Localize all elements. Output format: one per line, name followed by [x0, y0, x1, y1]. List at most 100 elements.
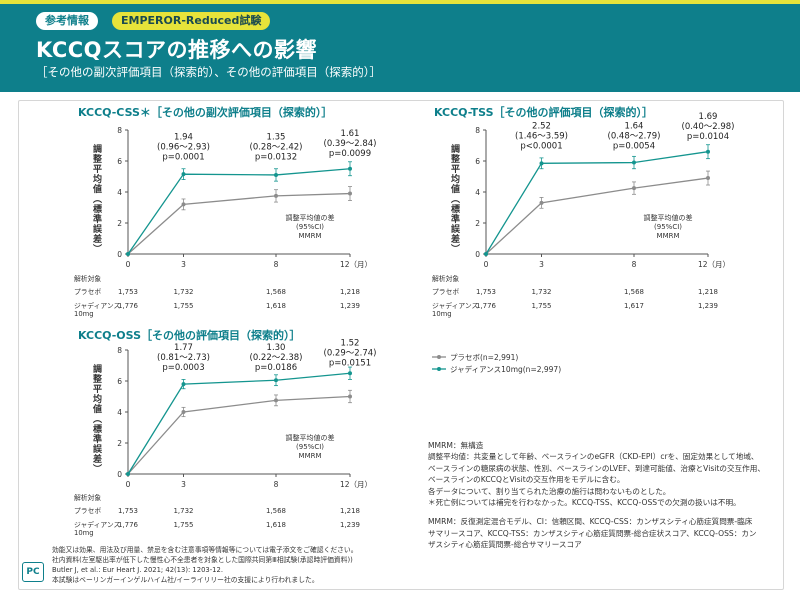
y-tick-label: 6 [475, 157, 480, 166]
method-note: MMRM [299, 232, 322, 240]
footer-notes: 効能又は効果、用法及び用量、禁忌を含む注意事項等情報等については電子添文をご確認… [52, 546, 432, 585]
n-value: 1,755 [173, 302, 193, 310]
difference-annotation: p=0.0054 [613, 141, 655, 151]
jardiance-point [126, 252, 130, 256]
difference-annotation: p=0.0186 [255, 363, 297, 373]
n-value: 1,755 [173, 521, 193, 529]
difference-annotation: (0.40～2.98) [682, 122, 735, 132]
footer-line: 効能又は効果、用法及び用量、禁忌を含む注意事項等情報等については電子添文をご確認… [52, 546, 358, 554]
jardiance-point [632, 160, 636, 165]
x-tick-label: 12（月） [340, 480, 372, 489]
n-row-label: 10mg [74, 529, 94, 537]
x-tick-label: 8 [632, 260, 637, 269]
x-tick-label: 0 [126, 260, 131, 269]
n-value: 1,568 [624, 288, 644, 296]
n-value: 1,218 [340, 507, 360, 515]
jardiance-line [485, 151, 709, 255]
analysis-label: 解析対象 [74, 274, 101, 283]
n-value: 1,776 [118, 302, 139, 310]
difference-annotation: (1.46～3.59) [515, 131, 568, 141]
n-row-label: プラセボ [74, 507, 101, 515]
trial-name-badge: EMPEROR-Reduced試験 [112, 12, 271, 30]
y-tick-label: 6 [117, 157, 122, 166]
x-tick-label: 0 [484, 260, 489, 269]
difference-annotation: p=0.0104 [687, 132, 729, 142]
y-tick-label: 4 [117, 188, 122, 197]
n-value: 1,218 [340, 288, 360, 296]
y-tick-label: 2 [117, 439, 122, 448]
page-subtitle: ［その他の副次評価項目（探索的）、その他の評価項目（探索的）］ [36, 65, 381, 79]
analysis-label: 解析対象 [74, 493, 101, 502]
n-value: 1,239 [698, 302, 718, 310]
y-tick-label: 0 [117, 250, 122, 259]
difference-annotation: 2.52 [532, 121, 551, 131]
difference-annotation: 1.64 [625, 121, 644, 131]
y-tick-label: 4 [117, 408, 122, 417]
content-panel [18, 100, 784, 590]
n-value: 1,732 [531, 288, 551, 296]
abbreviation-line: ザスシティ心筋症質問票-総合サマリースコア [428, 540, 582, 550]
difference-annotation: (0.22～2.38) [250, 353, 303, 363]
difference-annotation: 1.94 [174, 132, 193, 142]
pc-logo: PC [22, 562, 44, 582]
difference-annotation: 1.61 [341, 129, 360, 139]
chart-title: KCCQ-CSS＊［その他の副次評価項目（探索的）］ [78, 105, 332, 119]
n-value: 1,568 [266, 288, 286, 296]
header-accent-line [0, 0, 800, 4]
abbreviation-line: サマリースコア、KCCQ-TSS：カンザスシティ心筋症質問票-総合症状スコア、K… [428, 528, 757, 538]
x-tick-label: 3 [181, 260, 186, 269]
page-title: KCCQスコアの推移への影響 [36, 38, 318, 62]
jardiance-point [539, 161, 544, 166]
x-tick-label: 8 [274, 260, 279, 269]
note-line: ＊死亡例については補完を行わなかった。KCCQ-TSS、KCCQ-OSSでの欠測… [428, 497, 741, 507]
note-line: 調整平均値：共変量として年齢、ベースラインのeGFR（CKD-EPI）crを、固… [428, 452, 759, 462]
jardiance-point [181, 382, 186, 387]
n-value: 1,753 [476, 288, 496, 296]
jardiance-point [348, 371, 352, 376]
n-value: 1,617 [624, 302, 644, 310]
y-tick-label: 8 [117, 346, 122, 355]
difference-annotation: p=0.0151 [329, 358, 371, 368]
reference-info-badge: 参考情報 [36, 12, 98, 30]
method-note: (95%CI) [296, 223, 324, 231]
chart-title: KCCQ-TSS［その他の評価項目（探索的）］ [434, 105, 653, 119]
note-line: ベースラインの糖尿病の状態、性別、ベースラインのLVEF、到達可能値、治療とVi… [428, 463, 765, 473]
analysis-label: 解析対象 [432, 274, 459, 283]
method-note: MMRM [299, 452, 322, 460]
placebo-point [181, 202, 186, 207]
difference-annotation: 1.77 [174, 343, 193, 353]
difference-annotation: 1.35 [267, 132, 286, 142]
legend-placebo-label: プラセボ(n=2,991) [450, 353, 518, 362]
placebo-point [539, 200, 544, 205]
x-tick-label: 3 [539, 260, 544, 269]
y-tick-label: 2 [117, 219, 122, 228]
y-axis-label: 調整平均値（標準誤差） [91, 363, 103, 474]
method-note: 調整平均値の差 [286, 433, 335, 442]
jardiance-point [274, 172, 278, 177]
n-row-label: 10mg [74, 310, 94, 318]
n-value: 1,239 [340, 521, 360, 529]
y-tick-label: 0 [475, 250, 480, 259]
difference-annotation: (0.96～2.93) [157, 142, 210, 152]
n-value: 1,755 [531, 302, 551, 310]
y-tick-label: 8 [475, 126, 480, 135]
difference-annotation: 1.30 [267, 343, 286, 353]
difference-annotation: 1.52 [341, 338, 360, 348]
jardiance-point [484, 252, 488, 256]
placebo-point [706, 176, 710, 181]
x-tick-label: 3 [181, 480, 186, 489]
chart-title: KCCQ-OSS［その他の評価項目（探索的）］ [78, 328, 301, 342]
n-value: 1,776 [118, 521, 139, 529]
difference-annotation: (0.39～2.84) [324, 139, 377, 149]
legend-jardiance-label: ジャディアンス10mg(n=2,997) [450, 364, 561, 374]
y-tick-label: 0 [117, 470, 122, 479]
n-value: 1,618 [266, 302, 286, 310]
method-note: (95%CI) [654, 223, 682, 231]
footer-line: 社内資料(左室駆出率が低下した慢性心不全患者を対象とした国際共同第Ⅲ相試験(承認… [52, 555, 353, 564]
x-tick-label: 12（月） [340, 260, 372, 269]
placebo-point [274, 193, 278, 198]
placebo-point [632, 186, 636, 191]
difference-annotation: (0.48～2.79) [608, 131, 661, 141]
difference-annotation: (0.81～2.73) [157, 353, 210, 363]
difference-annotation: p=0.0099 [329, 149, 371, 159]
